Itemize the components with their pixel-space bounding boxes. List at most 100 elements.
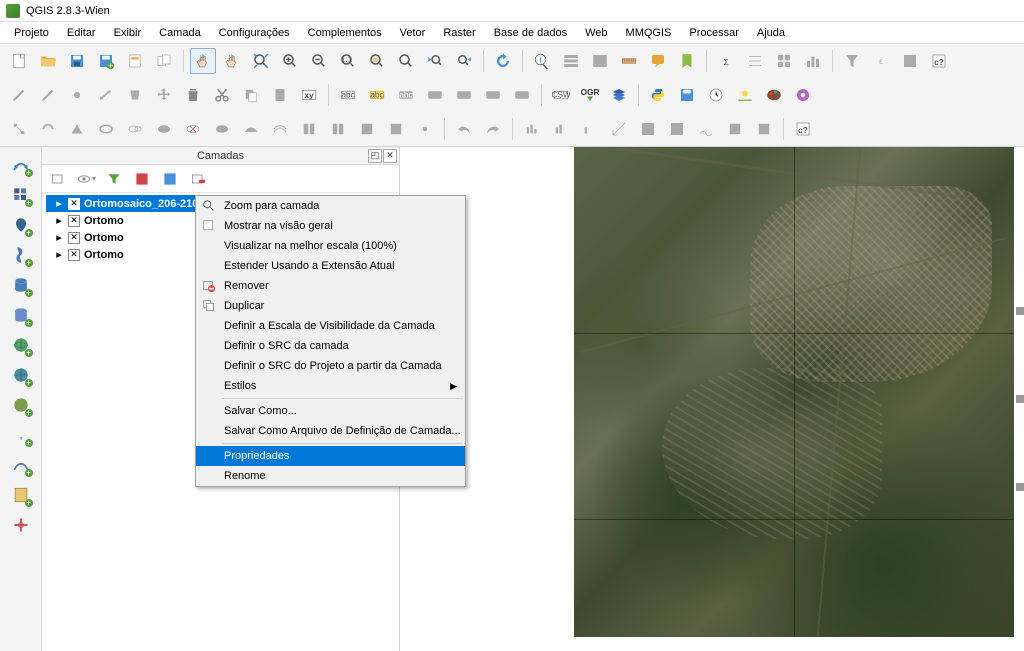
save-edits-icon[interactable] <box>674 82 700 108</box>
filter-layers-icon[interactable] <box>104 169 124 189</box>
gear-icon[interactable] <box>790 82 816 108</box>
chart3-icon[interactable] <box>577 116 603 142</box>
menu-basedados[interactable]: Base de dados <box>486 25 575 41</box>
cm-estender[interactable]: Estender Usando a Extensão Atual <box>196 256 465 276</box>
select-grid-icon[interactable] <box>771 48 797 74</box>
add-line-icon[interactable] <box>93 82 119 108</box>
deselect-icon[interactable] <box>897 48 923 74</box>
layer-checkbox[interactable]: ✕ <box>68 232 80 244</box>
delete-icon[interactable] <box>180 82 206 108</box>
delete-ring-icon[interactable] <box>180 116 206 142</box>
node-tool-icon[interactable] <box>6 116 32 142</box>
rotate-icon[interactable] <box>35 116 61 142</box>
add-vector-icon[interactable]: + <box>5 151 37 179</box>
label-abc-icon[interactable]: abc <box>335 82 361 108</box>
add-virtual-icon[interactable]: + <box>5 451 37 479</box>
cm-mostrar[interactable]: Mostrar na visão geral <box>196 216 465 236</box>
add-raster-icon[interactable]: + <box>5 181 37 209</box>
cm-src-projeto[interactable]: Definir o SRC do Projeto a partir da Cam… <box>196 356 465 376</box>
split-parts-icon[interactable] <box>325 116 351 142</box>
split-icon[interactable] <box>296 116 322 142</box>
contour-icon[interactable] <box>693 116 719 142</box>
add-point-icon[interactable] <box>64 82 90 108</box>
zoom-in-icon[interactable] <box>277 48 303 74</box>
menu-editar[interactable]: Editar <box>59 25 104 41</box>
cm-duplicar[interactable]: Duplicar <box>196 296 465 316</box>
layer-checkbox[interactable]: ✕ <box>68 198 80 210</box>
add-part-icon[interactable] <box>122 116 148 142</box>
label-hide-icon[interactable] <box>422 82 448 108</box>
visibility-icon[interactable]: ▾ <box>76 169 96 189</box>
copy-icon[interactable] <box>238 82 264 108</box>
add-wms-icon[interactable]: + <box>5 331 37 359</box>
zoom-native-icon[interactable]: 1:1 <box>335 48 361 74</box>
reshape-icon[interactable] <box>238 116 264 142</box>
help2-icon[interactable]: c? <box>790 116 816 142</box>
expression-icon[interactable]: ε <box>868 48 894 74</box>
paste-icon[interactable] <box>267 82 293 108</box>
coord-capture-icon[interactable] <box>5 511 37 539</box>
offset-icon[interactable] <box>267 116 293 142</box>
add-mssql-icon[interactable]: + <box>5 271 37 299</box>
expander-icon[interactable]: ▸ <box>54 231 64 244</box>
label-move-icon[interactable] <box>451 82 477 108</box>
label-rotate-icon[interactable] <box>480 82 506 108</box>
georef-icon[interactable] <box>664 116 690 142</box>
map-canvas[interactable] <box>400 147 1024 651</box>
select-list-icon[interactable] <box>742 48 768 74</box>
label-pin-icon[interactable]: abc <box>393 82 419 108</box>
remove-layer-icon[interactable] <box>188 169 208 189</box>
cm-visualizar[interactable]: Visualizar na melhor escala (100%) <box>196 236 465 256</box>
expander-icon[interactable]: ▸ <box>54 248 64 261</box>
refresh-icon[interactable] <box>490 48 516 74</box>
fill-ring-icon[interactable] <box>151 116 177 142</box>
rotate-point-icon[interactable] <box>412 116 438 142</box>
field-calc-icon[interactable] <box>587 48 613 74</box>
menu-mmqgis[interactable]: MMQGIS <box>618 25 680 41</box>
add-postgis-icon[interactable]: + <box>5 211 37 239</box>
expander-icon[interactable]: ▸ <box>54 214 64 227</box>
add-oracle-icon[interactable]: + <box>5 301 37 329</box>
edit-toggle-icon[interactable] <box>6 82 32 108</box>
clock-icon[interactable] <box>703 82 729 108</box>
chart1-icon[interactable] <box>519 116 545 142</box>
add-wfs-icon[interactable]: + <box>5 391 37 419</box>
add-spatialite-icon[interactable]: + <box>5 241 37 269</box>
label-highlight-icon[interactable]: abc <box>364 82 390 108</box>
add-ring-icon[interactable] <box>93 116 119 142</box>
measure-icon[interactable] <box>616 48 642 74</box>
collapse-all-icon[interactable] <box>160 169 180 189</box>
warp-icon[interactable] <box>751 116 777 142</box>
cm-estilos[interactable]: Estilos ▶ <box>196 376 465 396</box>
pan-icon[interactable] <box>190 48 216 74</box>
sun-icon[interactable] <box>732 82 758 108</box>
menu-exibir[interactable]: Exibir <box>106 25 150 41</box>
pan-selection-icon[interactable] <box>219 48 245 74</box>
zoom-out-icon[interactable] <box>306 48 332 74</box>
map-tips-icon[interactable] <box>645 48 671 74</box>
new-project-icon[interactable] <box>6 48 32 74</box>
merge-attr-icon[interactable] <box>383 116 409 142</box>
raster-layer-icon[interactable] <box>606 82 632 108</box>
ogr-icon[interactable]: OGR <box>577 82 603 108</box>
clip-icon[interactable] <box>722 116 748 142</box>
raster-calc-icon[interactable] <box>635 116 661 142</box>
menu-configuracoes[interactable]: Configurações <box>211 25 298 41</box>
menu-ajuda[interactable]: Ajuda <box>749 25 793 41</box>
delete-part-icon[interactable] <box>209 116 235 142</box>
layer-checkbox[interactable]: ✕ <box>68 215 80 227</box>
xy-icon[interactable]: xy <box>296 82 322 108</box>
menu-projeto[interactable]: Projeto <box>6 25 57 41</box>
composer-manager-icon[interactable] <box>151 48 177 74</box>
menu-raster[interactable]: Raster <box>435 25 483 41</box>
help-icon[interactable]: c? <box>926 48 952 74</box>
csw-icon[interactable]: CSW <box>548 82 574 108</box>
menu-vetor[interactable]: Vetor <box>392 25 434 41</box>
expander-icon[interactable]: ▸ <box>54 197 64 210</box>
add-group-icon[interactable] <box>48 169 68 189</box>
menu-web[interactable]: Web <box>577 25 615 41</box>
cm-propriedades[interactable]: Propriedades <box>196 446 465 466</box>
bookmark-icon[interactable] <box>674 48 700 74</box>
cm-renome[interactable]: Renome <box>196 466 465 486</box>
chart2-icon[interactable] <box>548 116 574 142</box>
